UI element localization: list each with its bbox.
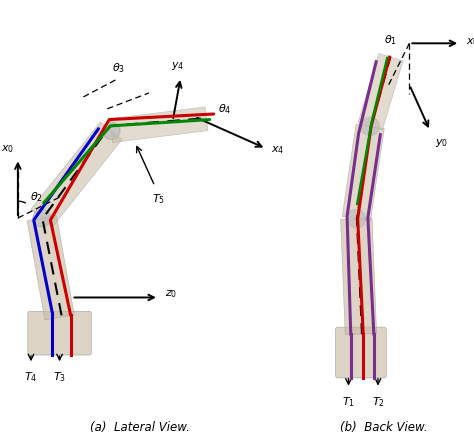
- Text: (b)  Back View.: (b) Back View.: [340, 421, 428, 434]
- Text: $T_5$: $T_5$: [152, 192, 164, 206]
- Circle shape: [33, 209, 50, 227]
- Text: $z_0$: $z_0$: [165, 289, 177, 300]
- Text: $x_0$: $x_0$: [1, 143, 15, 154]
- Text: $T_4$: $T_4$: [24, 370, 37, 384]
- Text: $\theta_4$: $\theta_4$: [218, 102, 231, 116]
- Text: $\theta_2$: $\theta_2$: [30, 190, 43, 204]
- Text: $T_2$: $T_2$: [372, 395, 384, 409]
- Circle shape: [347, 210, 365, 228]
- FancyBboxPatch shape: [336, 327, 386, 378]
- Text: (a)  Lateral View.: (a) Lateral View.: [90, 421, 190, 434]
- Text: $T_3$: $T_3$: [53, 370, 66, 384]
- Polygon shape: [358, 54, 403, 130]
- Text: $\theta_1$: $\theta_1$: [384, 33, 397, 47]
- Polygon shape: [27, 215, 74, 320]
- Polygon shape: [109, 107, 208, 143]
- FancyBboxPatch shape: [28, 311, 91, 355]
- Text: $y_0$: $y_0$: [435, 136, 448, 149]
- Text: $T_1$: $T_1$: [342, 395, 355, 409]
- Text: $x_0$: $x_0$: [465, 37, 474, 48]
- Text: $\theta_3$: $\theta_3$: [112, 61, 125, 75]
- Circle shape: [361, 117, 379, 136]
- Polygon shape: [31, 122, 122, 227]
- Polygon shape: [341, 218, 377, 334]
- Circle shape: [102, 122, 120, 140]
- Text: $x_4$: $x_4$: [271, 145, 284, 157]
- Text: $y_4$: $y_4$: [171, 60, 184, 72]
- Polygon shape: [342, 124, 384, 221]
